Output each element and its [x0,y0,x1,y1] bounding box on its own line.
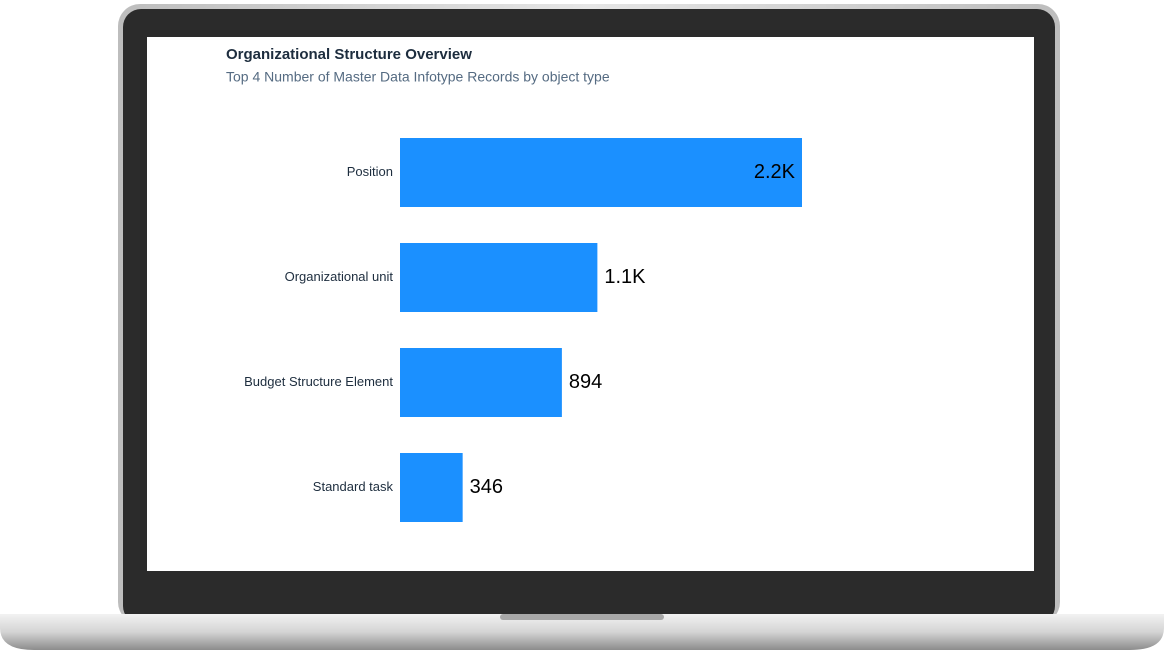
bar [400,243,598,312]
category-label: Budget Structure Element [244,374,393,389]
value-label: 894 [569,371,602,393]
bar [400,138,802,207]
bar [400,348,562,417]
value-label: 346 [470,476,503,498]
value-label: 2.2K [754,161,796,183]
laptop-notch [500,614,664,620]
category-label: Position [347,164,393,179]
category-label: Standard task [313,479,394,494]
bar [400,453,463,522]
value-label: 1.1K [604,266,646,288]
laptop-base [0,614,1164,650]
chart: Organizational Structure Overview Top 4 … [226,46,802,522]
chart-subtitle: Top 4 Number of Master Data Infotype Rec… [226,69,610,85]
category-label: Organizational unit [285,269,394,284]
chart-title: Organizational Structure Overview [226,46,472,63]
